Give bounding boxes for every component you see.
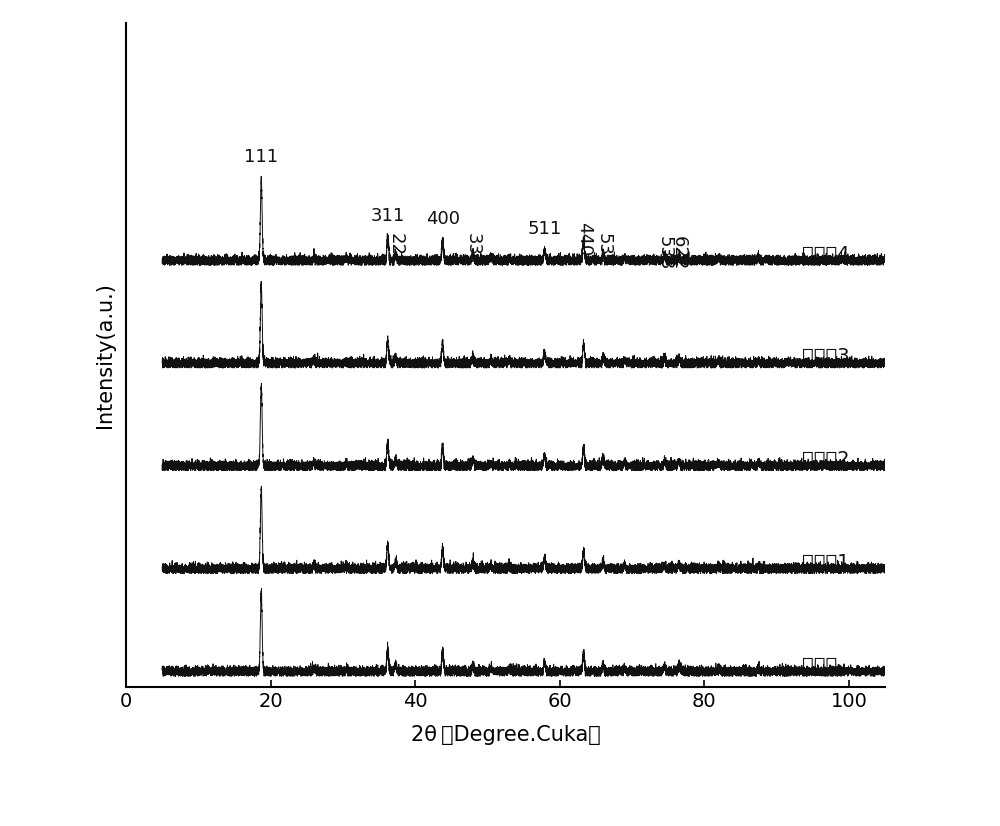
Text: 440: 440: [575, 221, 593, 256]
Text: 对比例: 对比例: [802, 656, 837, 675]
Text: 实施例3: 实施例3: [802, 347, 850, 366]
Text: 511: 511: [527, 221, 562, 238]
Text: 111: 111: [244, 148, 278, 165]
Text: 400: 400: [426, 210, 460, 228]
Text: 311: 311: [371, 206, 405, 225]
Y-axis label: Intensity(a.u.): Intensity(a.u.): [95, 282, 115, 428]
Text: 331: 331: [464, 234, 482, 268]
Text: 531: 531: [594, 234, 612, 268]
Text: 实施例2: 实施例2: [802, 450, 850, 469]
Text: 533: 533: [656, 236, 674, 270]
X-axis label: 2θ （Degree.Cuka）: 2θ （Degree.Cuka）: [411, 725, 600, 745]
Text: 实施例1: 实施例1: [802, 553, 850, 572]
Text: 222: 222: [387, 234, 405, 268]
Text: 622: 622: [670, 236, 688, 270]
Text: 实施例4: 实施例4: [802, 244, 850, 263]
